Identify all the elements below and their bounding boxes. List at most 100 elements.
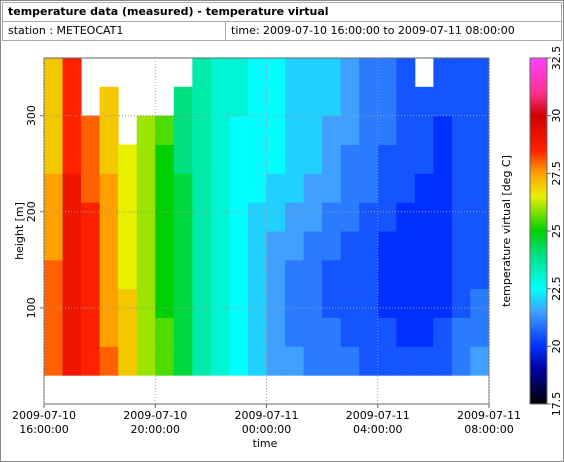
heat-cell xyxy=(414,173,434,203)
heat-cell xyxy=(81,115,101,145)
heat-cell xyxy=(340,317,360,347)
heat-cell xyxy=(377,259,397,290)
heat-cell xyxy=(62,202,82,232)
heat-cell xyxy=(470,317,490,347)
x-tick-label: 2009-07-10 20:00:00 xyxy=(123,409,187,436)
heat-cell xyxy=(155,115,175,145)
heat-cell xyxy=(62,86,82,117)
heat-cell xyxy=(229,231,249,261)
heat-cell xyxy=(340,144,360,174)
colorbar-tick-label: 27.5 xyxy=(550,161,563,186)
heat-cell xyxy=(81,259,101,290)
heat-cell xyxy=(451,317,471,347)
heat-cell xyxy=(81,202,101,232)
heat-cell xyxy=(44,317,64,347)
heat-cell xyxy=(303,202,323,232)
heat-cell xyxy=(322,115,342,145)
heat-cell xyxy=(99,144,119,174)
heat-cell xyxy=(433,202,453,232)
heat-cell xyxy=(192,173,212,203)
heat-cell xyxy=(81,346,101,376)
heat-cell xyxy=(173,288,193,318)
heat-cell xyxy=(210,288,230,318)
heat-cell xyxy=(173,259,193,290)
heat-cell xyxy=(451,259,471,290)
heat-cell xyxy=(396,115,416,145)
heat-cell xyxy=(44,288,64,318)
heat-cell xyxy=(451,202,471,232)
heat-cell xyxy=(359,173,379,203)
heat-cell xyxy=(470,173,490,203)
heat-cell xyxy=(285,259,305,290)
colorbar-label: temperature virtual [deg C] xyxy=(500,155,513,307)
heat-cell xyxy=(322,58,342,88)
heat-cell xyxy=(247,86,267,117)
heat-cell xyxy=(396,231,416,261)
heat-cell xyxy=(266,86,286,117)
heat-cell xyxy=(210,58,230,88)
heat-cell xyxy=(62,173,82,203)
heat-cell xyxy=(414,202,434,232)
heat-cell xyxy=(322,259,342,290)
heat-cell xyxy=(210,86,230,117)
heat-cell xyxy=(414,346,434,376)
heat-cell xyxy=(433,58,453,88)
heat-cell xyxy=(210,231,230,261)
heat-cell xyxy=(303,86,323,117)
heat-cell xyxy=(44,144,64,174)
heat-cell xyxy=(359,144,379,174)
heat-cell xyxy=(470,259,490,290)
heat-cell xyxy=(285,173,305,203)
heat-cell xyxy=(396,58,416,88)
heat-cell xyxy=(359,288,379,318)
heat-cell xyxy=(322,144,342,174)
heat-cell xyxy=(81,144,101,174)
heat-cell xyxy=(192,58,212,88)
heat-cell xyxy=(210,144,230,174)
colorbar-tick-label: 25 xyxy=(550,224,563,238)
heat-cell xyxy=(99,86,119,117)
heat-cell xyxy=(99,259,119,290)
heat-cell xyxy=(451,58,471,88)
heat-cell xyxy=(359,231,379,261)
heat-cell xyxy=(99,288,119,318)
heat-cell xyxy=(340,202,360,232)
heat-cell xyxy=(340,231,360,261)
heat-cell xyxy=(303,231,323,261)
colorbar-tick-label: 22.5 xyxy=(550,276,563,301)
heat-cell xyxy=(396,173,416,203)
heat-cell xyxy=(377,288,397,318)
heat-cell xyxy=(62,317,82,347)
heat-cell xyxy=(303,115,323,145)
x-tick-label: 2009-07-11 04:00:00 xyxy=(346,409,410,436)
heat-cell xyxy=(173,86,193,117)
heat-cell xyxy=(44,173,64,203)
heat-cell xyxy=(359,317,379,347)
colorbar-tick-label: 32.5 xyxy=(550,46,563,71)
heat-cell xyxy=(285,288,305,318)
heat-cell xyxy=(322,202,342,232)
heat-cell xyxy=(377,317,397,347)
chart-title: temperature data (measured) - temperatur… xyxy=(8,5,329,18)
heat-cell xyxy=(285,317,305,347)
heat-cell xyxy=(451,231,471,261)
heat-cell xyxy=(470,346,490,376)
heat-cell xyxy=(229,115,249,145)
heat-cell xyxy=(136,288,156,318)
heat-cell xyxy=(414,115,434,145)
heat-cell xyxy=(451,288,471,318)
heat-cell xyxy=(359,259,379,290)
heat-cell xyxy=(266,202,286,232)
heat-cell xyxy=(81,173,101,203)
heat-cell xyxy=(136,144,156,174)
heat-cell xyxy=(285,115,305,145)
heat-cell xyxy=(414,317,434,347)
heat-cell xyxy=(229,86,249,117)
heat-cell xyxy=(173,231,193,261)
heat-cell xyxy=(62,58,82,88)
heat-cell xyxy=(118,231,138,261)
heat-cell xyxy=(229,144,249,174)
heat-cell xyxy=(62,259,82,290)
x-tick-label: 2009-07-11 08:00:00 xyxy=(457,409,521,436)
